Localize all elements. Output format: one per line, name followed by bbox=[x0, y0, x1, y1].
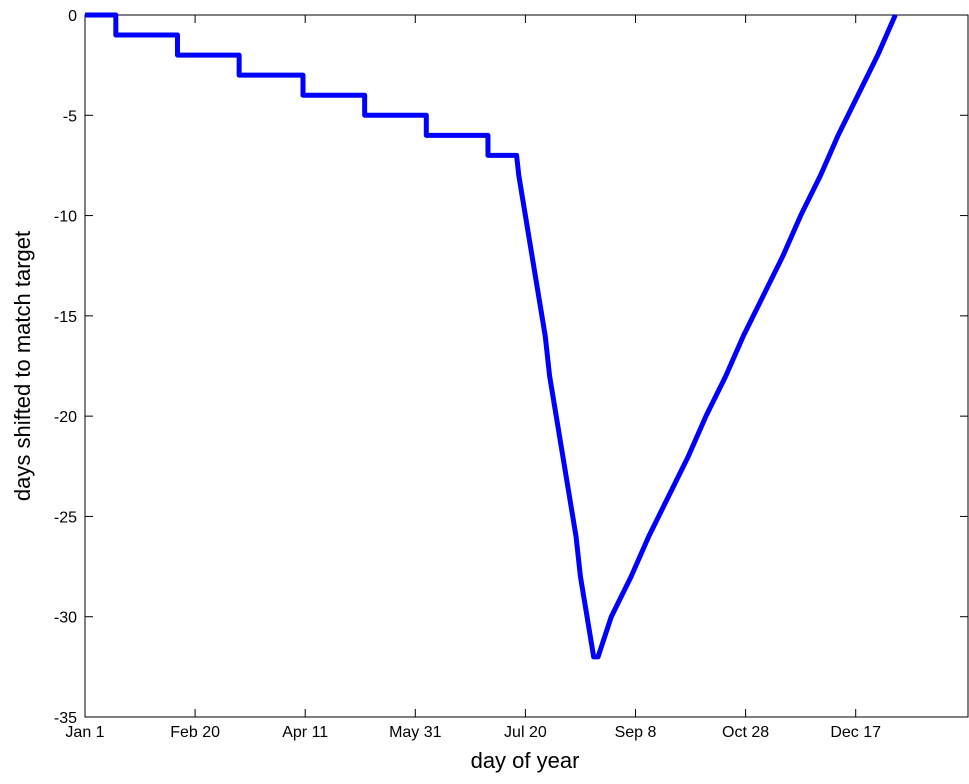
x-tick-label: Oct 28 bbox=[722, 724, 769, 741]
y-tick-label: -10 bbox=[54, 209, 77, 226]
x-tick-label: Jul 20 bbox=[504, 724, 547, 741]
plot-frame bbox=[84, 14, 969, 718]
y-tick-label: 0 bbox=[68, 8, 77, 25]
y-tick-label: -25 bbox=[54, 509, 77, 526]
y-axis-title: days shifted to match target bbox=[10, 231, 35, 501]
y-tick-label: -35 bbox=[54, 710, 77, 727]
y-tick-label: -15 bbox=[54, 309, 77, 326]
x-tick-label: May 31 bbox=[389, 724, 442, 741]
x-tick-label: Sep 8 bbox=[615, 724, 657, 741]
data-line bbox=[85, 12, 898, 660]
x-axis-title: day of year bbox=[471, 748, 580, 773]
x-tick-label: Feb 20 bbox=[170, 724, 220, 741]
y-tick-label: -5 bbox=[63, 108, 77, 125]
x-tick-label: Apr 11 bbox=[282, 724, 328, 741]
x-tick-label: Dec 17 bbox=[830, 724, 881, 741]
y-tick-label: -30 bbox=[54, 610, 77, 627]
x-tick-label: Jan 1 bbox=[65, 724, 104, 741]
y-tick-label: -20 bbox=[54, 409, 77, 426]
